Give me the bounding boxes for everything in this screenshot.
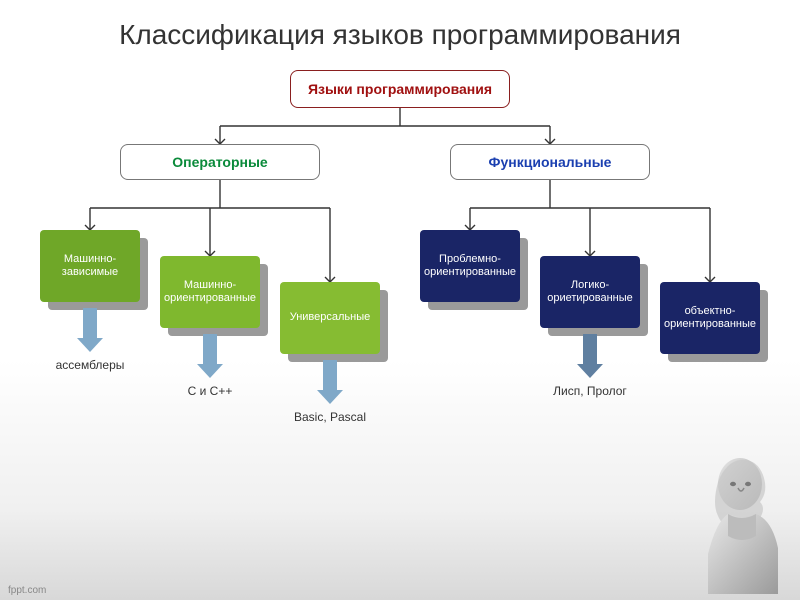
leaf-op-0: Машинно-зависимые [40,230,140,302]
arrow-icon [317,360,343,404]
leaf-op-2: Универсальные [280,282,380,354]
arrow-icon [197,334,223,378]
arrow-icon [577,334,603,378]
leaf-example: Basic, Pascal [270,410,390,424]
leaf-example: ассемблеры [30,358,150,372]
page-title: Классификация языков программирования [0,0,800,60]
category-fn: Функциональные [450,144,650,180]
leaf-fn-2: объектно-ориентированные [660,282,760,354]
arrow-icon [77,308,103,352]
leaf-op-1: Машинно-ориентированные [160,256,260,328]
footer-url: fppt.com [8,585,46,596]
leaf-fn-1: Логико-ориетированные [540,256,640,328]
leaf-example: Лисп, Пролог [530,384,650,398]
category-op: Операторные [120,144,320,180]
root-node: Языки программирования [290,70,510,108]
leaf-fn-0: Проблемно-ориентированные [420,230,520,302]
statue-image [678,444,788,594]
leaf-example: C и C++ [150,384,270,398]
